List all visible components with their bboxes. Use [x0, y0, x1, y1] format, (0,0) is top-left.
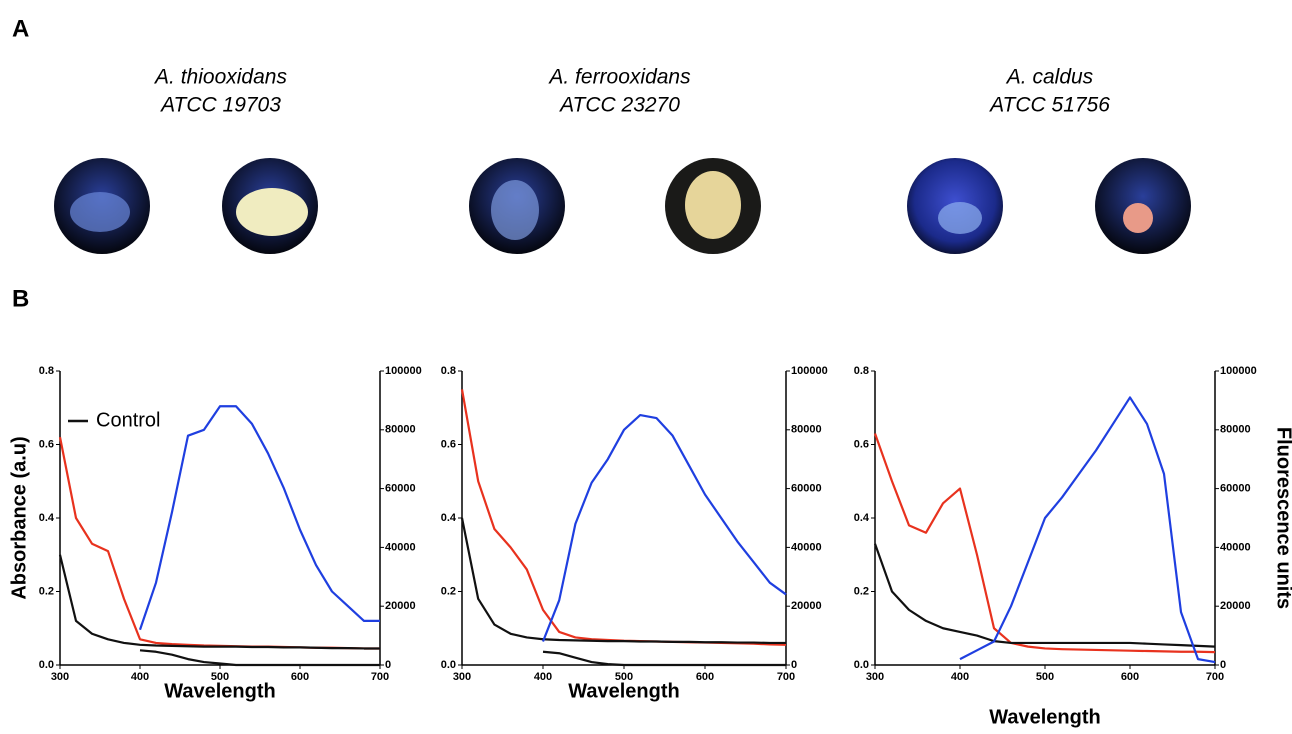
- y2-tick-label: 20000: [1220, 600, 1251, 612]
- species-name: A. thiooxidans: [153, 66, 287, 89]
- x-tick-label: 500: [1036, 671, 1054, 683]
- strain-id: ATCC 19703: [159, 94, 281, 117]
- y2-tick-label: 80000: [1220, 424, 1251, 436]
- y2-tick-label: 0: [385, 659, 391, 671]
- data-line: [875, 433, 1215, 652]
- y-tick-label: 0.0: [854, 659, 869, 671]
- y2-tick-label: 80000: [385, 424, 416, 436]
- y2-tick-label: 20000: [385, 600, 416, 612]
- y-tick-label: 0.4: [39, 512, 55, 524]
- x-axis-label: Wavelength: [989, 706, 1101, 728]
- x-tick-label: 300: [866, 671, 884, 683]
- x-axis-label: Wavelength: [568, 680, 680, 702]
- y2-tick-label: 80000: [791, 424, 822, 436]
- y2-tick-label: 100000: [791, 365, 828, 377]
- y2-tick-label: 40000: [385, 541, 416, 553]
- y-tick-label: 0.0: [441, 659, 456, 671]
- y-tick-label: 0.0: [39, 659, 54, 671]
- data-line: [60, 437, 380, 648]
- y2-tick-label: 40000: [1220, 541, 1251, 553]
- y-tick-label: 0.8: [39, 365, 54, 377]
- x-tick-label: 400: [131, 671, 149, 683]
- y2-axis-label: Fluorescence units: [1273, 427, 1292, 609]
- y-tick-label: 0.6: [441, 438, 456, 450]
- data-line: [543, 415, 786, 641]
- figure: A B A. thiooxidans ATCC 19703 A. ferroox…: [0, 0, 1292, 729]
- x-tick-label: 600: [696, 671, 714, 683]
- photos: [54, 158, 1191, 254]
- x-tick-label: 700: [371, 671, 389, 683]
- y2-tick-label: 0: [791, 659, 797, 671]
- y-tick-label: 0.4: [441, 512, 457, 524]
- y-tick-label: 0.6: [39, 438, 54, 450]
- x-tick-label: 700: [777, 671, 795, 683]
- x-tick-label: 300: [453, 671, 471, 683]
- y-tick-label: 0.2: [854, 585, 869, 597]
- y-tick-label: 0.4: [854, 512, 870, 524]
- species-name: A. ferrooxidans: [547, 66, 691, 89]
- data-line: [462, 389, 786, 644]
- data-line: [60, 555, 380, 649]
- y2-tick-label: 0: [1220, 659, 1226, 671]
- panel-label: B: [12, 285, 29, 312]
- data-line: [140, 650, 380, 665]
- x-tick-label: 600: [291, 671, 309, 683]
- data-line: [543, 652, 786, 665]
- y-tick-label: 0.2: [441, 585, 456, 597]
- y2-tick-label: 60000: [1220, 483, 1251, 495]
- x-tick-label: 300: [51, 671, 69, 683]
- x-tick-label: 400: [951, 671, 969, 683]
- strain-id: ATCC 23270: [558, 94, 680, 117]
- x-axis-label: Wavelength: [164, 680, 276, 702]
- x-tick-label: 600: [1121, 671, 1139, 683]
- y2-tick-label: 20000: [791, 600, 822, 612]
- y-tick-label: 0.8: [441, 365, 456, 377]
- strain-id: ATCC 51756: [988, 94, 1110, 117]
- y2-tick-label: 100000: [1220, 365, 1257, 377]
- y2-tick-label: 100000: [385, 365, 422, 377]
- data-line: [140, 406, 380, 629]
- y2-tick-label: 60000: [791, 483, 822, 495]
- y-tick-label: 0.8: [854, 365, 869, 377]
- data-line: [875, 544, 1215, 647]
- y-axis-label: Absorbance (a.u): [8, 436, 30, 599]
- y-tick-label: 0.6: [854, 438, 869, 450]
- species-name: A. caldus: [1005, 66, 1094, 89]
- x-tick-label: 700: [1206, 671, 1224, 683]
- y-tick-label: 0.2: [39, 585, 54, 597]
- panel-label: A: [12, 15, 29, 42]
- x-tick-label: 400: [534, 671, 552, 683]
- y2-tick-label: 40000: [791, 541, 822, 553]
- data-line: [462, 518, 786, 643]
- legend-label: Control: [96, 409, 160, 431]
- data-line: [960, 397, 1215, 662]
- y2-tick-label: 60000: [385, 483, 416, 495]
